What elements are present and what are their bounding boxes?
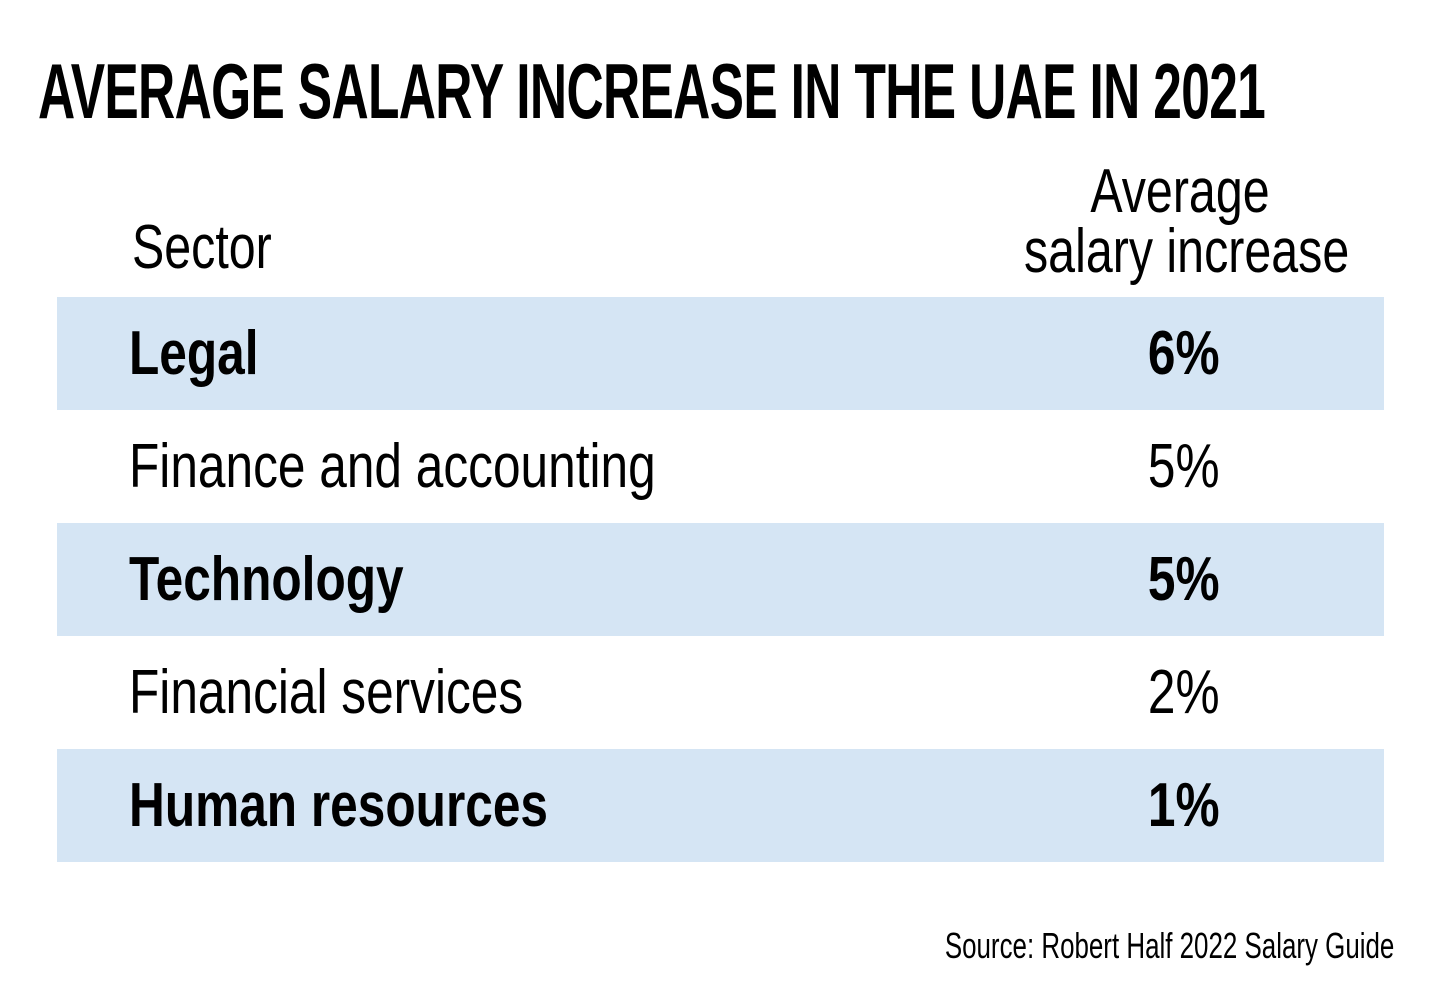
sector-cell: Financial services (129, 658, 524, 727)
salary-table: Legal 6% Finance and accounting 5% Technolog… (57, 297, 1384, 862)
source-note: Source: Robert Half 2022 Salary Guide (944, 925, 1394, 966)
table-row: Financial services 2% (57, 636, 1384, 749)
table-row: Human resources 1% (57, 749, 1384, 862)
value-column-header-line1: Average (1090, 157, 1270, 226)
value-column-header-line2: salary increase (1024, 217, 1350, 286)
sector-cell: Human resources (129, 771, 549, 840)
table-row: Technology 5% (57, 523, 1384, 636)
table-row: Finance and accounting 5% (57, 410, 1384, 523)
salary-increase-cell: 2% (1148, 658, 1220, 727)
chart-title: AVERAGE SALARY INCREASE IN THE UAE IN 20… (38, 47, 1266, 135)
sector-cell: Finance and accounting (129, 432, 656, 501)
salary-increase-cell: 5% (1148, 545, 1220, 614)
salary-increase-cell: 5% (1148, 432, 1220, 501)
salary-increase-cell: 6% (1148, 319, 1220, 388)
value-column-header: Average salary increase (980, 157, 1380, 286)
table-row: Legal 6% (57, 297, 1384, 410)
sector-column-header: Sector (132, 213, 272, 282)
salary-increase-cell: 1% (1148, 771, 1220, 840)
sector-cell: Legal (129, 319, 259, 388)
sector-cell: Technology (129, 545, 404, 614)
